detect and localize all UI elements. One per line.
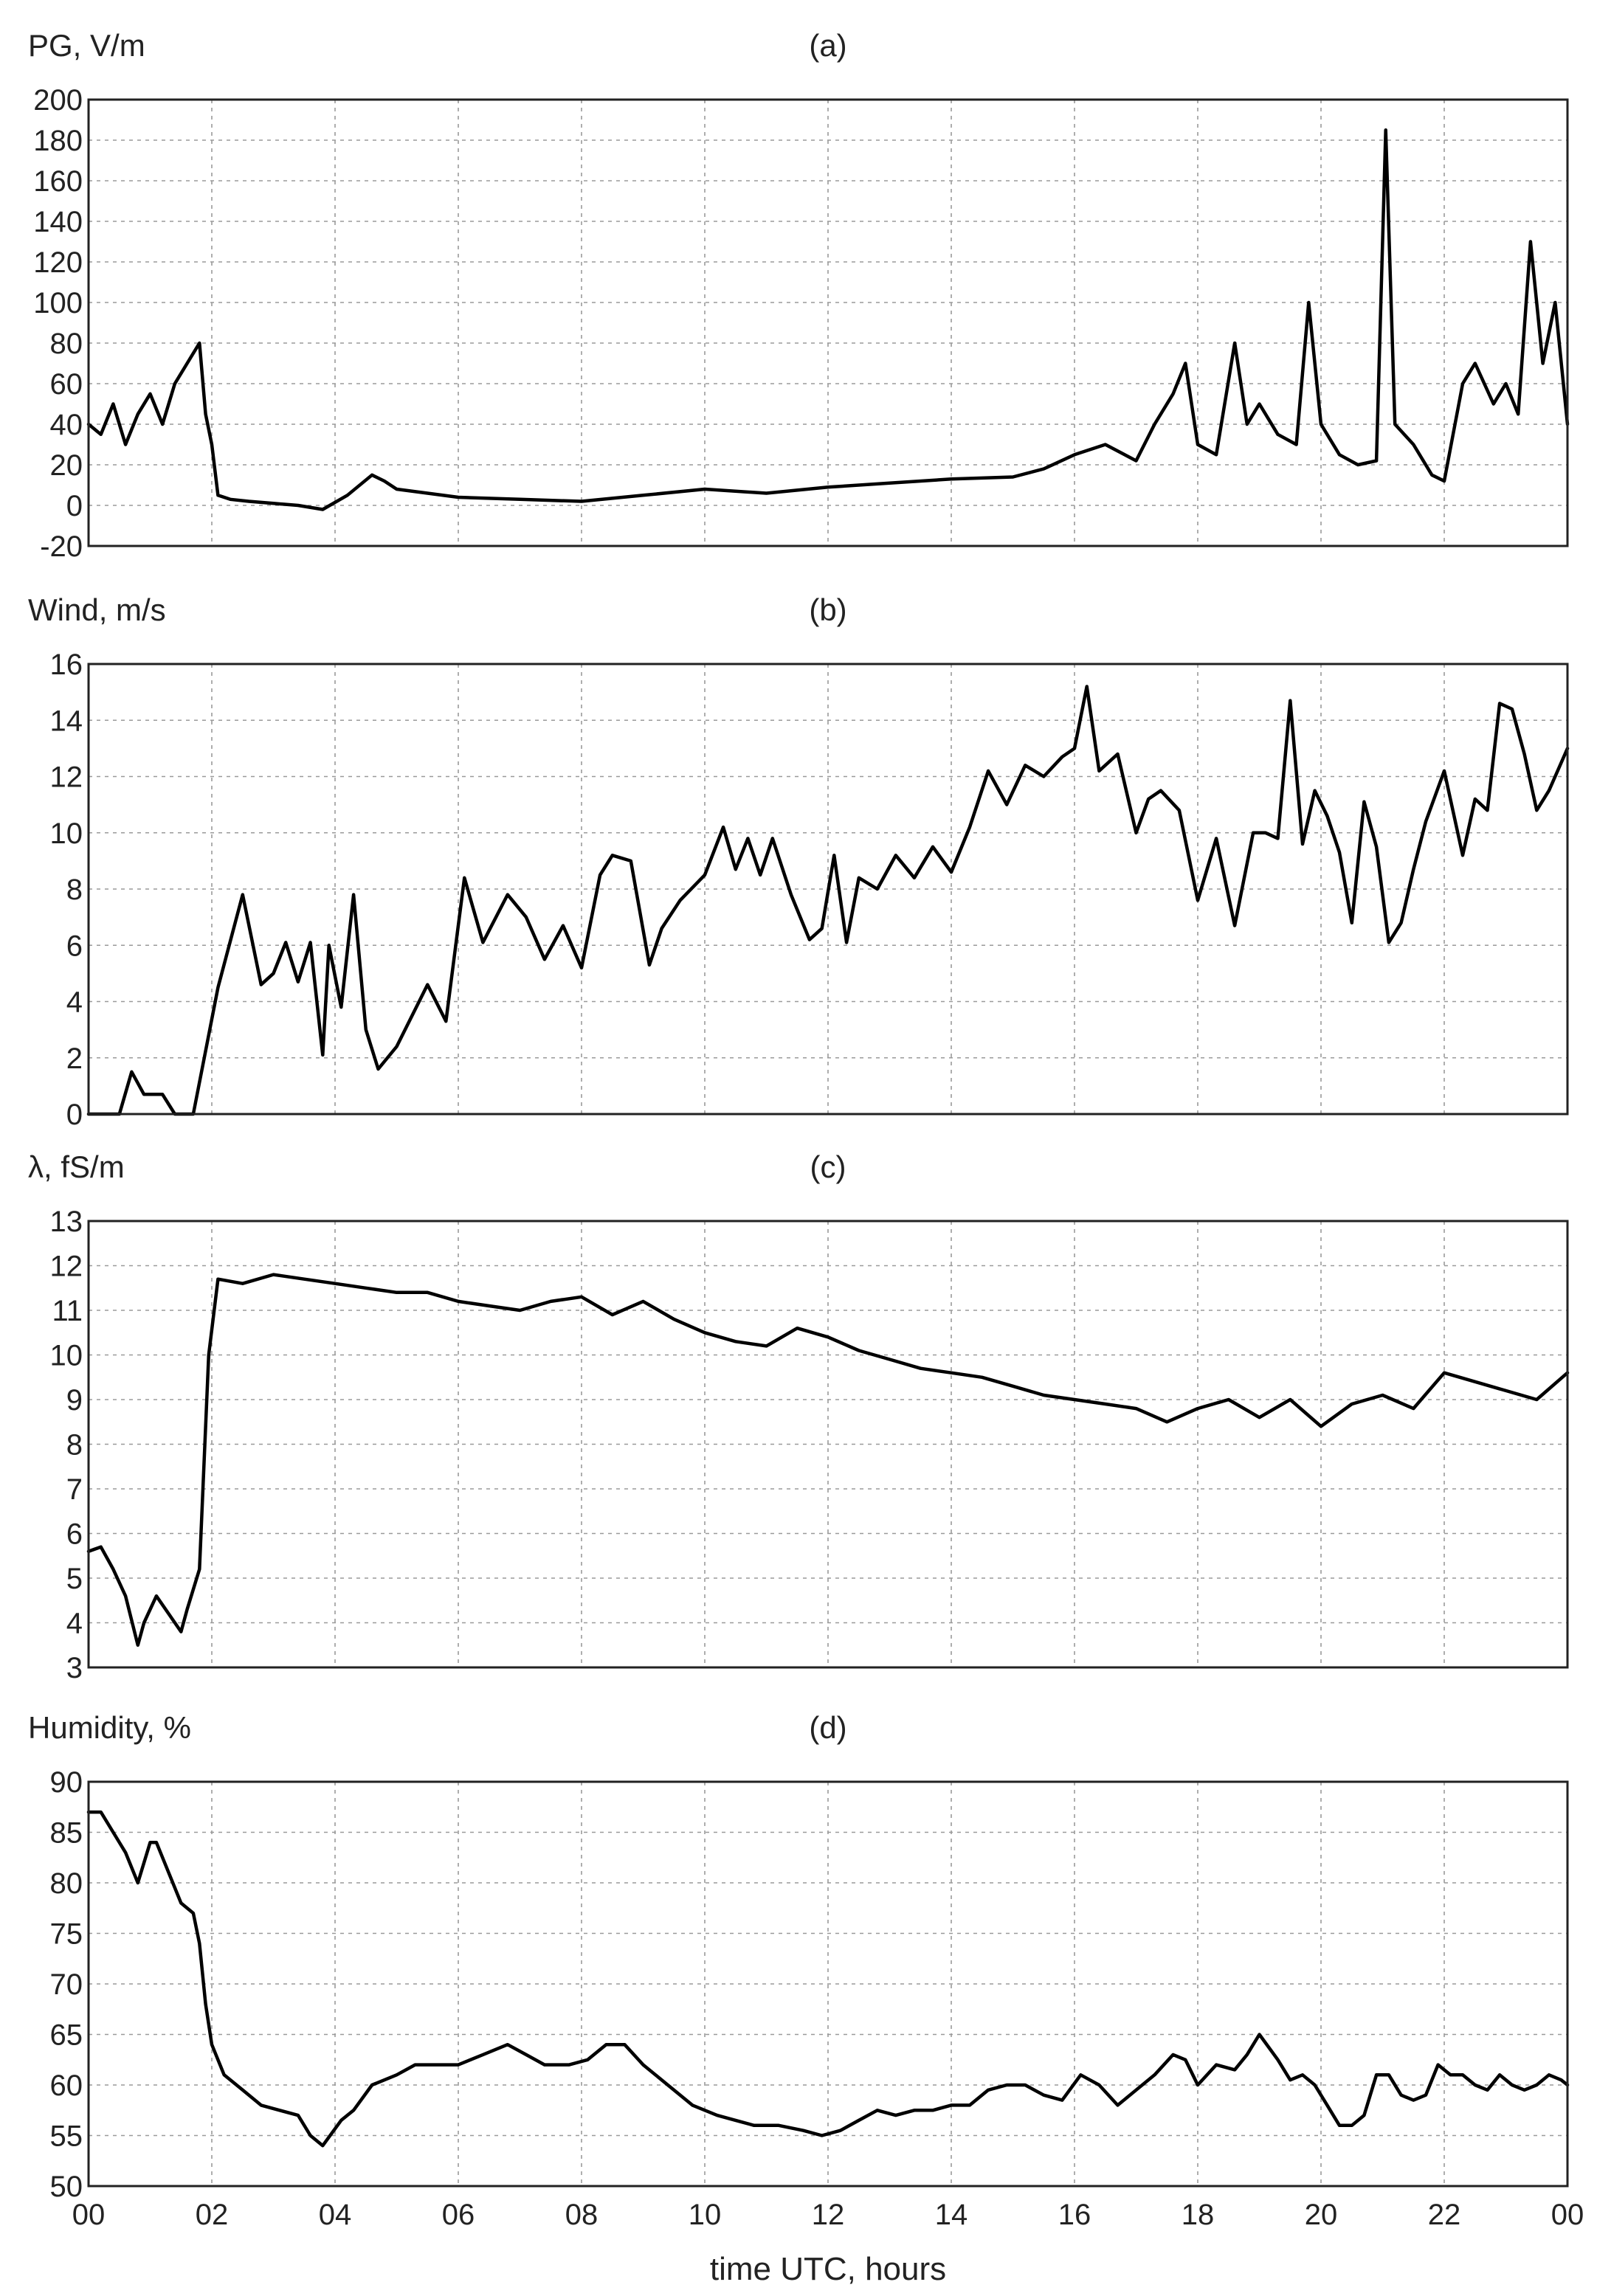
y-tick-label: 160 bbox=[33, 165, 83, 198]
y-tick-label: 90 bbox=[50, 1766, 83, 1799]
y-tick-label: 0 bbox=[66, 1099, 83, 1131]
y-tick-label: 100 bbox=[33, 287, 83, 319]
y-tick-label: 75 bbox=[50, 1918, 83, 1951]
y-axis-label: Humidity, % bbox=[28, 1710, 191, 1745]
y-tick-label: 20 bbox=[50, 449, 83, 482]
y-axis-label: Wind, m/s bbox=[28, 592, 166, 627]
plot-frame bbox=[87, 1220, 1569, 1669]
x-axis-label: time UTC, hours bbox=[710, 2251, 946, 2287]
y-tick-label: 60 bbox=[50, 368, 83, 401]
y-tick-label: 3 bbox=[66, 1652, 83, 1684]
wind-panel: 0 2 4 6 8 10 12 14 16 Wind, m/s (b) bbox=[28, 592, 1570, 1131]
y-axis-label: λ, fS/m bbox=[28, 1149, 125, 1184]
y-tick-label: 0 bbox=[66, 490, 83, 522]
y-tick-label: 12 bbox=[50, 1251, 83, 1283]
y-tick-label: 5 bbox=[66, 1563, 83, 1595]
x-tick-label: 18 bbox=[1182, 2199, 1215, 2231]
series-line bbox=[86, 685, 1570, 1116]
y-tick-label: 80 bbox=[50, 328, 83, 360]
y-tick-label: 2 bbox=[66, 1042, 83, 1075]
series-line bbox=[86, 1810, 1570, 2148]
y-tick-label: 180 bbox=[33, 125, 83, 157]
panel-label: (a) bbox=[809, 28, 846, 63]
x-tick-label: 00 bbox=[72, 2199, 106, 2231]
y-tick-label: 40 bbox=[50, 409, 83, 441]
plot-frame bbox=[87, 1780, 1569, 2188]
x-tick-label: 20 bbox=[1305, 2199, 1338, 2231]
x-tick-label: 02 bbox=[196, 2199, 229, 2231]
x-tick-label: 06 bbox=[442, 2199, 475, 2231]
pg-panel: -20 0 20 40 60 80 100 120 140 160 180 200 PG, V/m (a) bbox=[28, 28, 1570, 563]
conductivity-panel: 3 4 5 6 7 8 9 10 11 12 13 λ, fS/m (c) bbox=[28, 1149, 1570, 1684]
x-tick-label: 10 bbox=[689, 2199, 722, 2231]
y-tick-label: 8 bbox=[66, 1429, 83, 1462]
y-tick-label: 60 bbox=[50, 2069, 83, 2102]
x-tick-label: 04 bbox=[319, 2199, 352, 2231]
panel-label: (c) bbox=[810, 1149, 846, 1184]
y-tick-label: 65 bbox=[50, 2019, 83, 2052]
y-tick-label: 10 bbox=[50, 817, 83, 850]
x-tick-label: 22 bbox=[1428, 2199, 1461, 2231]
humidity-panel: 50 55 60 65 70 75 80 85 90 Humidity, % (d) bbox=[28, 1710, 1570, 2203]
y-tick-label: 80 bbox=[50, 1867, 83, 1900]
panel-label: (d) bbox=[809, 1710, 846, 1745]
x-tick-label: 08 bbox=[565, 2199, 599, 2231]
plot-frame bbox=[87, 663, 1569, 1116]
y-tick-label: 9 bbox=[66, 1384, 83, 1417]
y-tick-label: 7 bbox=[66, 1473, 83, 1506]
y-tick-label: 13 bbox=[50, 1206, 83, 1238]
y-tick-label: 11 bbox=[52, 1295, 83, 1327]
y-tick-label: 120 bbox=[33, 246, 83, 279]
x-tick-label: 14 bbox=[935, 2199, 968, 2231]
y-tick-label: 4 bbox=[66, 1608, 83, 1640]
x-tick-label: 16 bbox=[1058, 2199, 1091, 2231]
y-tick-label: -20 bbox=[40, 530, 83, 563]
y-tick-label: 14 bbox=[50, 705, 83, 737]
y-tick-label: 70 bbox=[50, 1968, 83, 2001]
series-line bbox=[86, 128, 1570, 511]
y-tick-label: 6 bbox=[66, 1518, 83, 1551]
y-tick-label: 10 bbox=[50, 1340, 83, 1372]
y-tick-label: 55 bbox=[50, 2120, 83, 2153]
y-tick-label: 12 bbox=[50, 761, 83, 794]
x-tick-label: 12 bbox=[812, 2199, 845, 2231]
y-tick-label: 85 bbox=[50, 1817, 83, 1850]
y-axis-label: PG, V/m bbox=[28, 28, 145, 63]
y-tick-label: 50 bbox=[50, 2171, 83, 2203]
x-axis: 00 02 04 06 08 10 12 14 16 18 20 22 00 time UTC, hour… bbox=[72, 2199, 1584, 2287]
y-tick-label: 8 bbox=[66, 874, 83, 906]
x-tick-label: 00 bbox=[1551, 2199, 1584, 2231]
y-tick-label: 4 bbox=[66, 986, 83, 1019]
y-tick-label: 6 bbox=[66, 930, 83, 962]
y-tick-label: 200 bbox=[33, 84, 83, 117]
plot-frame bbox=[87, 98, 1569, 547]
panel-label: (b) bbox=[809, 592, 846, 627]
y-tick-label: 16 bbox=[50, 649, 83, 681]
series-line bbox=[86, 1273, 1570, 1647]
y-tick-label: 140 bbox=[33, 206, 83, 238]
